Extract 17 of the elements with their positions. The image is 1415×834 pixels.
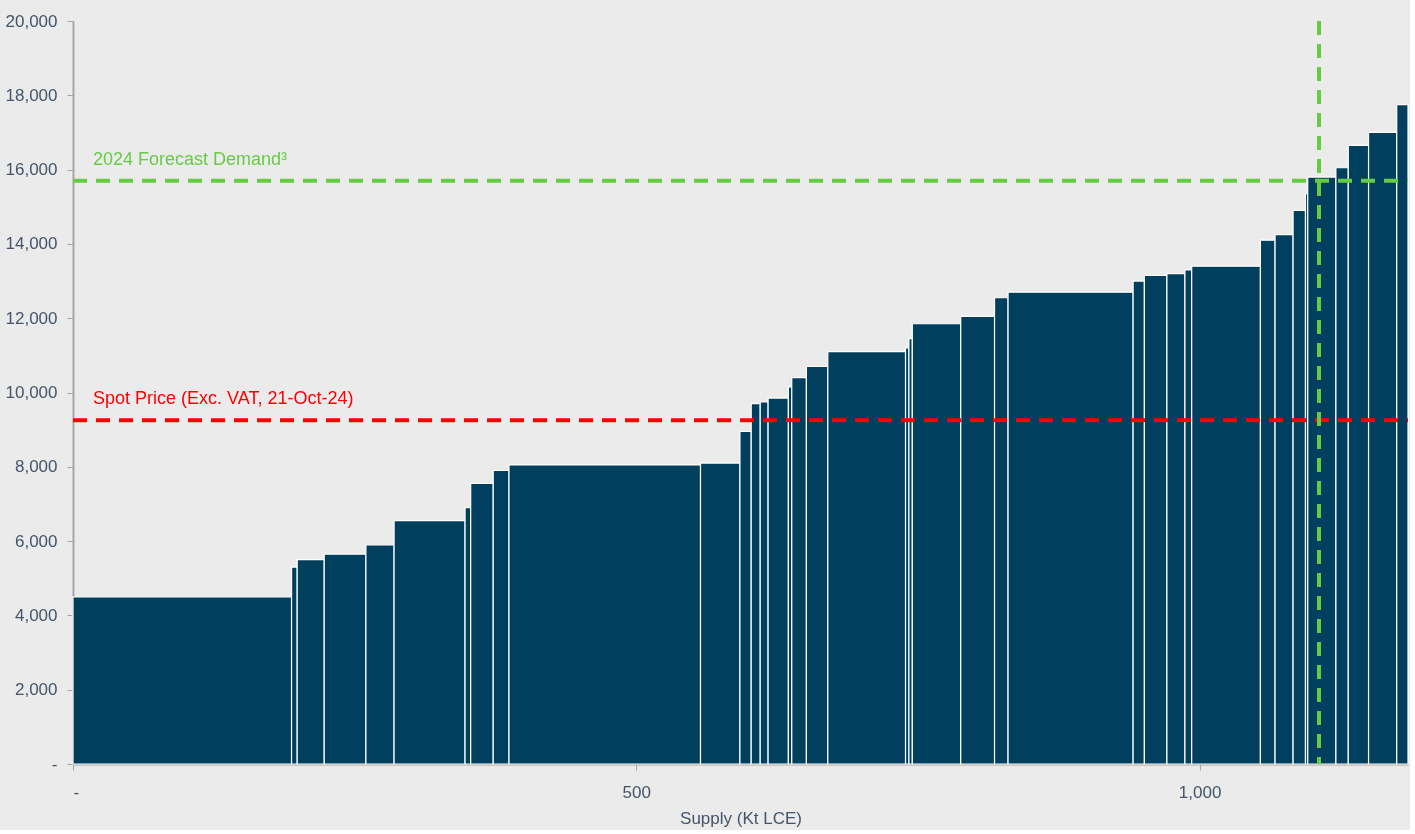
ref-line-label: 2024 Forecast Demand³ bbox=[93, 148, 288, 169]
x-tick-label: - bbox=[73, 782, 80, 802]
y-tick-label: 12,000 bbox=[5, 308, 58, 328]
y-tick-label: 2,000 bbox=[14, 680, 58, 700]
y-tick-label: 6,000 bbox=[14, 531, 58, 551]
y-tick-label: 10,000 bbox=[5, 383, 58, 402]
x-tick-label: 500 bbox=[622, 782, 651, 802]
x-tick-label: 1,000 bbox=[1178, 782, 1222, 802]
y-tick-label: 20,000 bbox=[5, 11, 58, 31]
y-tick-label: 14,000 bbox=[5, 234, 58, 254]
ref-line-label: Spot Price (Exc. VAT, 21-Oct-24) bbox=[93, 388, 354, 409]
y-tick-label: 4,000 bbox=[14, 605, 58, 625]
y-tick-label: 18,000 bbox=[5, 85, 58, 105]
x-axis-title: Supply (Kt LCE) bbox=[680, 808, 802, 828]
y-tick-label: - bbox=[51, 754, 58, 774]
y-tick-label: 16,000 bbox=[5, 160, 58, 180]
y-tick-label: 8,000 bbox=[14, 457, 58, 477]
